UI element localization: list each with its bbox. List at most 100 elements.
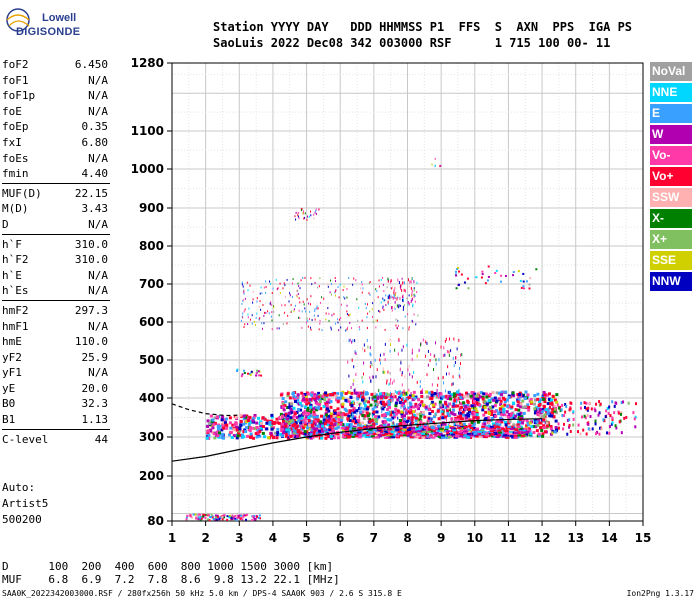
echo-point <box>440 434 445 437</box>
echo-point <box>356 298 358 301</box>
echo-point <box>265 280 267 283</box>
echo-point <box>516 426 521 429</box>
echo-point <box>407 416 411 420</box>
echo-point <box>386 412 388 416</box>
echo-point <box>496 419 500 423</box>
echo-point <box>313 213 315 216</box>
echo-point <box>307 424 311 428</box>
echo-point <box>370 361 372 365</box>
echo-point <box>357 431 362 434</box>
echo-point <box>522 272 525 275</box>
echo-point <box>369 346 371 350</box>
echo-point <box>405 397 409 401</box>
echo-point <box>253 320 255 323</box>
echo-point <box>549 427 553 431</box>
echo-point <box>297 433 301 437</box>
echo-point <box>452 356 454 360</box>
echo-point <box>315 307 317 310</box>
echo-point <box>420 394 424 398</box>
echo-point <box>353 415 357 419</box>
echo-point <box>459 425 464 428</box>
echo-point <box>376 319 378 322</box>
echo-point <box>401 429 406 432</box>
echo-point <box>255 316 257 319</box>
echo-point <box>471 394 475 398</box>
echo-point <box>237 429 241 433</box>
echo-point <box>316 418 320 422</box>
echo-point <box>369 352 371 356</box>
echo-point <box>527 408 531 412</box>
echo-point <box>376 417 378 421</box>
echo-point <box>291 310 293 313</box>
echo-point <box>395 412 399 416</box>
echo-point <box>333 391 337 395</box>
echo-point <box>258 305 260 308</box>
echo-point <box>528 287 531 290</box>
echo-point <box>452 398 454 402</box>
echo-point <box>344 409 348 413</box>
echo-point <box>259 420 263 424</box>
echo-point <box>452 429 457 432</box>
echo-point <box>241 315 243 318</box>
echo-point <box>223 514 226 517</box>
echo-point <box>483 422 487 426</box>
echo-point <box>340 303 342 306</box>
echo-point <box>338 396 342 400</box>
echo-point <box>430 393 434 397</box>
echo-point <box>472 397 476 401</box>
echo-point <box>355 392 359 396</box>
echo-point <box>426 419 430 423</box>
echo-point <box>517 420 521 424</box>
echo-point <box>385 434 389 438</box>
x-tick-label: 15 <box>635 531 652 545</box>
echo-point <box>524 431 529 434</box>
echo-point <box>315 213 317 216</box>
echo-point <box>408 388 410 392</box>
echo-point <box>216 415 220 419</box>
echo-point <box>465 435 470 438</box>
echo-point <box>500 274 503 277</box>
echo-point <box>293 308 295 311</box>
echo-point <box>408 401 412 405</box>
echo-point <box>418 348 420 352</box>
echo-point <box>271 328 273 331</box>
echo-point <box>419 414 423 418</box>
echo-point <box>420 419 422 423</box>
echo-point <box>348 398 350 402</box>
echo-point <box>323 297 325 300</box>
echo-point <box>397 433 402 436</box>
echo-point <box>307 407 311 411</box>
echo-point <box>308 215 310 218</box>
echo-point <box>523 396 527 400</box>
echo-point <box>249 434 253 438</box>
echo-point <box>240 375 243 378</box>
echo-point <box>284 433 288 437</box>
echo-point <box>269 280 271 283</box>
echo-point <box>270 424 274 428</box>
echo-point <box>279 393 283 397</box>
echo-point <box>251 314 253 317</box>
echo-point <box>492 398 496 402</box>
echo-point <box>361 395 365 399</box>
echo-point <box>498 397 502 401</box>
echo-point <box>576 430 579 434</box>
legend-item: NNW <box>650 272 692 291</box>
legend-item: SSE <box>650 251 692 270</box>
echo-point <box>403 398 405 402</box>
echo-point <box>283 421 287 425</box>
echo-point <box>219 424 223 428</box>
echo-point <box>337 321 339 324</box>
echo-point <box>391 392 395 396</box>
echo-point <box>299 287 301 290</box>
echo-point <box>383 430 388 433</box>
echo-point <box>474 399 478 403</box>
echo-point <box>294 215 296 218</box>
echo-point <box>261 322 263 325</box>
echo-point <box>511 274 514 277</box>
echo-point <box>446 350 448 354</box>
echo-point <box>376 396 380 400</box>
echo-point <box>583 401 586 405</box>
echo-point <box>483 420 487 424</box>
echo-point <box>581 415 584 419</box>
echo-point <box>280 426 284 430</box>
